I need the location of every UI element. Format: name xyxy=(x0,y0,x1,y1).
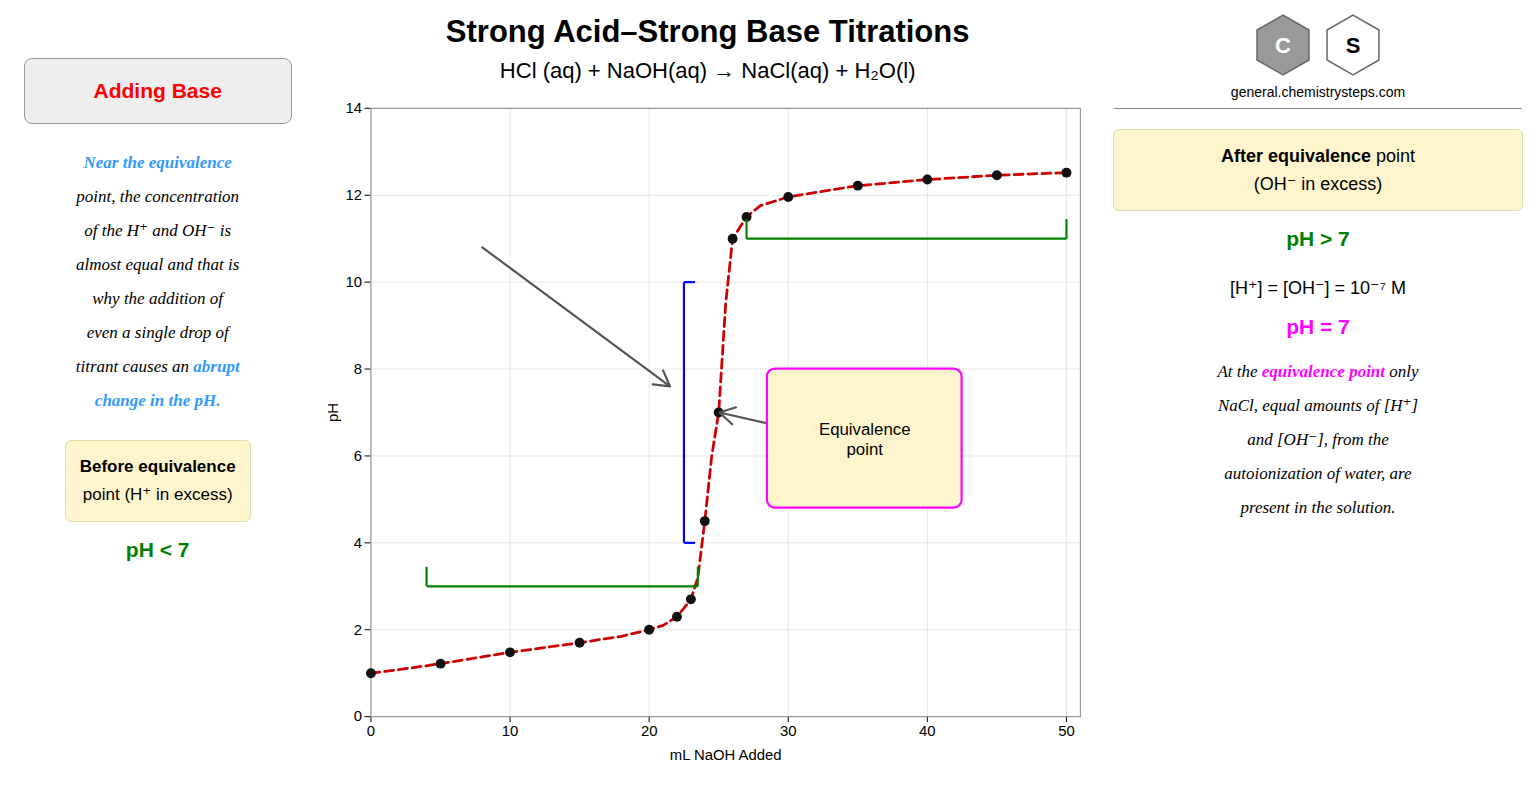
html-text:(OH⁻ in excess): (OH⁻ in excess) xyxy=(1253,174,1383,194)
html-text:point (H⁺ in excess): point (H⁺ in excess) xyxy=(82,485,233,504)
svg-text:14: 14 xyxy=(346,100,363,116)
html-text:point, the concentration: point, the concentration xyxy=(76,187,240,206)
html-text:After equivalence point: After equivalence point xyxy=(1220,146,1415,166)
html-text:present in the solution.: present in the solution. xyxy=(1240,498,1396,517)
html-text:Near the equivalence: Near the equivalence xyxy=(83,153,232,172)
html-text:why the addition of: why the addition of xyxy=(92,289,224,308)
svg-text:4: 4 xyxy=(354,535,362,551)
svg-text:40: 40 xyxy=(919,723,936,739)
svg-text:12: 12 xyxy=(346,187,363,203)
svg-text:0: 0 xyxy=(354,708,362,724)
svg-text:6: 6 xyxy=(354,448,362,464)
svg-text:S: S xyxy=(1346,33,1361,58)
html-text:almost equal and that is: almost equal and that is xyxy=(76,255,240,274)
svg-text:C: C xyxy=(1275,33,1291,58)
html-text:even a single drop of: even a single drop of xyxy=(86,323,229,342)
svg-text:0: 0 xyxy=(367,723,375,739)
svg-text:10: 10 xyxy=(502,723,519,739)
html-text:and [OH⁻], from the: and [OH⁻], from the xyxy=(1247,430,1389,449)
html-text:autoionization of water, are: autoionization of water, are xyxy=(1224,464,1412,483)
html-text:of the H⁺ and OH⁻ is: of the H⁺ and OH⁻ is xyxy=(84,221,232,240)
html-text:change in the pH.: change in the pH. xyxy=(94,391,221,410)
svg-text:Equivalencepoint: Equivalencepoint xyxy=(819,420,911,459)
svg-text:2: 2 xyxy=(354,622,362,638)
svg-text:10: 10 xyxy=(346,274,363,290)
html-text:At the equivalence point only: At the equivalence point only xyxy=(1217,362,1419,381)
html-text:Before equivalence: Before equivalence xyxy=(79,457,236,476)
html-text:pH = 7: pH = 7 xyxy=(1286,315,1350,338)
svg-text:20: 20 xyxy=(641,723,658,739)
html-text:general.chemistrysteps.com: general.chemistrysteps.com xyxy=(1230,84,1406,100)
html-text:Adding Base: Adding Base xyxy=(93,79,222,102)
svg-text:50: 50 xyxy=(1059,723,1076,739)
svg-text:mL NaOH Added: mL NaOH Added xyxy=(670,747,782,763)
svg-text:8: 8 xyxy=(354,361,362,377)
html-text:[H⁺] = [OH⁻] = 10⁻⁷ M: [H⁺] = [OH⁻] = 10⁻⁷ M xyxy=(1230,278,1406,298)
svg-text:30: 30 xyxy=(780,723,797,739)
html-text:NaCl, equal amounts of [H⁺]: NaCl, equal amounts of [H⁺] xyxy=(1217,396,1419,415)
html-text:HCl (aq) + NaOH(aq) → NaCl(aq): HCl (aq) + NaOH(aq) → NaCl(aq) + H₂O(l) xyxy=(499,58,916,83)
html-text:pH < 7: pH < 7 xyxy=(125,538,190,561)
html-text:titrant causes an abrupt: titrant causes an abrupt xyxy=(75,357,240,376)
html-text:Strong Acid–Strong Base Titrat: Strong Acid–Strong Base Titrations xyxy=(445,14,970,49)
html-text:pH > 7: pH > 7 xyxy=(1286,227,1350,250)
svg-text:pH: pH xyxy=(325,403,341,422)
